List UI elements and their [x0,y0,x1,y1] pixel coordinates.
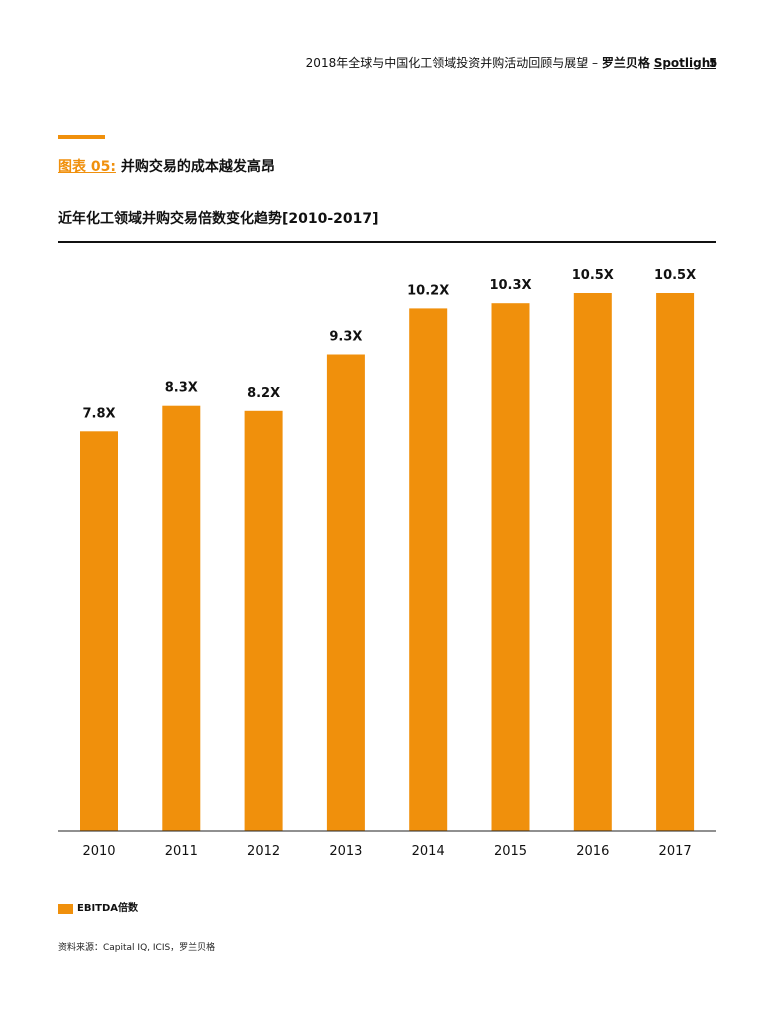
value-label-2016: 10.5X [572,268,614,283]
page-number: 5 [709,56,718,70]
bar-2015 [491,303,530,831]
accent-line [58,135,105,139]
bar-2013 [326,354,365,831]
source-note: 资料来源：Capital IQ, ICIS，罗兰贝格 [58,943,216,953]
x-tick-2012: 2012 [247,844,280,859]
spotlight-label: Spotlight [653,56,716,70]
chart-title: 近年化工领域并购交易倍数变化趋势[2010-2017] [58,211,379,227]
x-tick-2010: 2010 [82,844,115,859]
x-tick-2014: 2014 [412,844,445,859]
bar-2012 [244,410,283,831]
value-label-2014: 10.2X [407,283,449,298]
figure-caption: 并购交易的成本越发高昂 [120,159,275,175]
bar-2016 [573,293,612,831]
legend: EBITDA倍数 [58,902,138,916]
value-label-2012: 8.2X [247,386,280,401]
figure-title: 图表 05: 并购交易的成本越发高昂 [58,157,275,177]
bar-2010 [80,431,118,831]
page-header: 2018年全球与中国化工领域投资并购活动回顾与展望 – 罗兰贝格 Spotlig… [0,55,716,71]
bar-chart: 7.8X 2010 8.3X 2011 8.2X 2012 9.3X 2013 10.2X 201… [58,268,716,859]
value-label-2011: 8.3X [165,381,198,396]
chart-title-rule [58,241,716,243]
x-tick-2017: 2017 [659,844,692,859]
figure-label: 图表 05: [58,159,116,175]
value-label-2010: 7.8X [82,406,115,421]
value-label-2017: 10.5X [654,268,696,283]
legend-label: EBITDA倍数 [77,903,139,914]
x-tick-2016: 2016 [576,844,609,859]
value-label-2013: 9.3X [329,330,362,345]
value-label-2015: 10.3X [489,278,531,293]
bar-2011 [162,405,201,831]
x-tick-2015: 2015 [494,844,527,859]
brand-name: 罗兰贝格 [601,56,650,70]
bar-2017 [656,293,695,831]
x-tick-2011: 2011 [165,844,198,859]
report-title: 2018年全球与中国化工领域投资并购活动回顾与展望 – [305,56,602,70]
bar-2014 [409,308,448,831]
x-tick-2013: 2013 [329,844,362,859]
legend-swatch [58,904,73,914]
